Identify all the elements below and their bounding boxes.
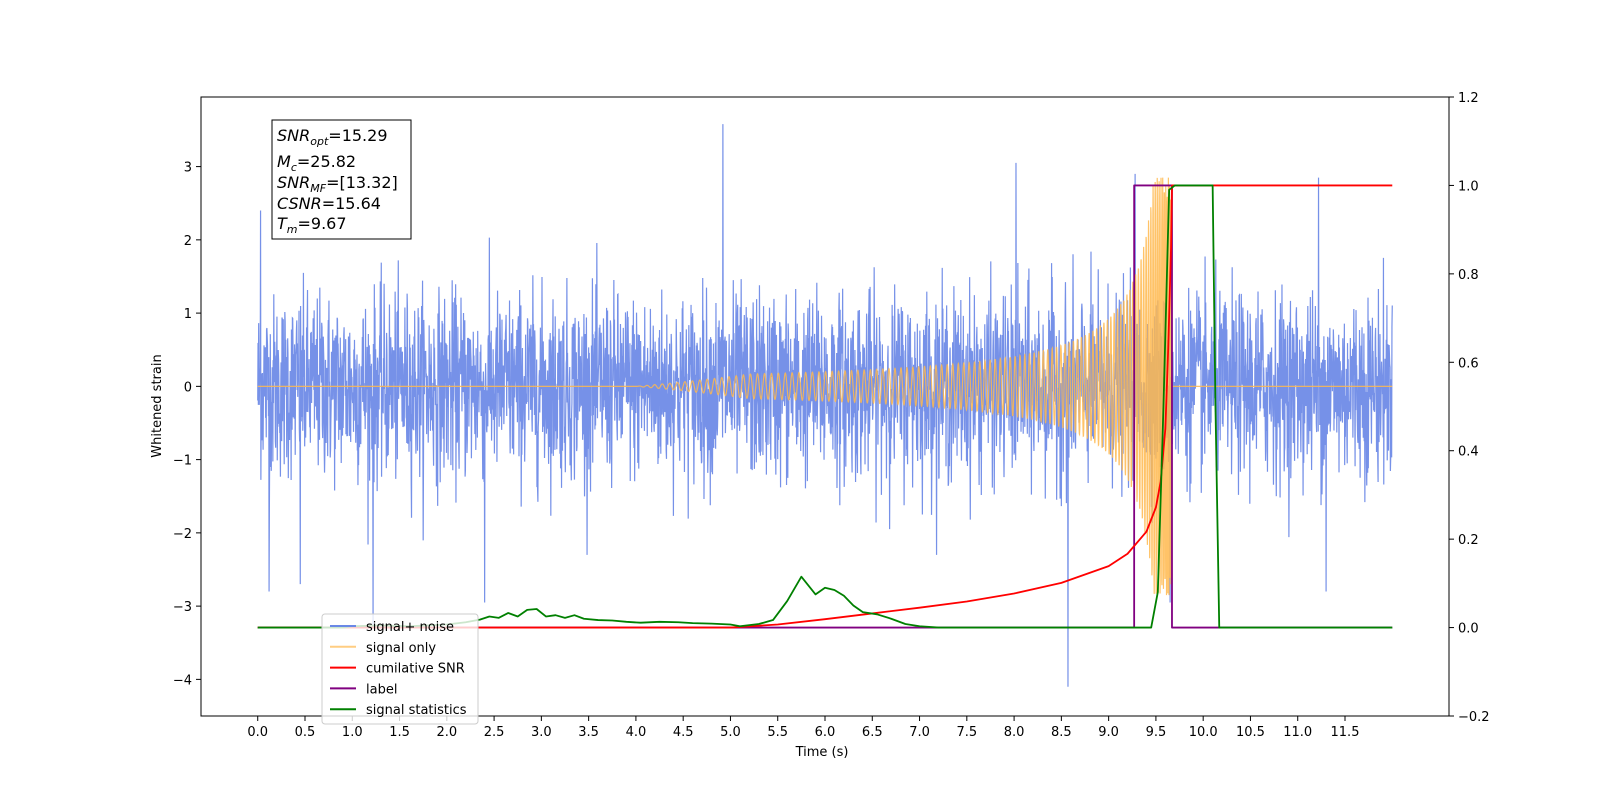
- x-tick-label: 4.0: [626, 725, 647, 740]
- legend-frame: [321, 613, 479, 725]
- legend-item: cumilative SNR: [330, 662, 465, 677]
- y2-tick-label: 0.2: [1458, 533, 1479, 548]
- y2-tick-label: 0.8: [1458, 268, 1479, 283]
- info-mc-sub: c: [291, 161, 297, 174]
- series-cumulative-snr: [257, 184, 1393, 629]
- info-tm-base: T: [277, 214, 288, 233]
- x-axis-label: Time (s): [795, 745, 849, 760]
- y-axis-label: Whitened strain: [150, 354, 165, 457]
- y-tick-label: −1: [173, 454, 192, 469]
- info-box-frame: [271, 119, 412, 240]
- x-tick-label: 3.5: [578, 725, 599, 740]
- x-tick-label: 9.5: [1146, 725, 1167, 740]
- y2-tick-label: 0.4: [1458, 445, 1479, 460]
- y-tick-label: 3: [184, 161, 192, 176]
- x-tick-label: 3.0: [531, 725, 552, 740]
- info-tm-value: =9.67: [298, 214, 347, 233]
- info-csnr-value: =15.64: [322, 194, 381, 213]
- x-tick-label: 0.0: [247, 725, 268, 740]
- x-tick-label: 10.5: [1236, 725, 1265, 740]
- x-tick-label: 1.0: [342, 725, 363, 740]
- legend-item: signal statistics: [330, 703, 467, 718]
- legend-item: signal only: [330, 641, 436, 656]
- legend-label: cumilative SNR: [366, 662, 465, 677]
- x-tick-label: 5.5: [767, 725, 788, 740]
- series-signal-statistics: [257, 184, 1393, 629]
- legend-item: signal+ noise: [330, 620, 454, 635]
- info-snr-opt-base: SNR: [277, 126, 310, 145]
- series-signal-only: [257, 177, 1393, 596]
- y-axis-left: −4 −3 −2 −1 0 1 2 3: [173, 161, 201, 688]
- y2-tick-label: 1.0: [1458, 179, 1479, 194]
- series-signal-noise: [257, 124, 1393, 687]
- y-tick-label: 1: [184, 307, 192, 322]
- x-tick-label: 7.5: [956, 725, 977, 740]
- legend-label: label: [366, 682, 397, 697]
- x-tick-label: 8.5: [1051, 725, 1072, 740]
- info-mc: Mc=25.82: [277, 152, 356, 174]
- y-tick-label: 2: [184, 234, 192, 249]
- info-box: SNRopt=15.29 Mc=25.82 SNRMF=[13.32] CSNR…: [271, 119, 412, 240]
- info-snr-mf: SNRMF=[13.32]: [277, 173, 398, 195]
- legend: signal+ noise signal only cumilative SNR la…: [321, 613, 479, 725]
- x-tick-label: 9.0: [1098, 725, 1119, 740]
- y-tick-label: 0: [184, 380, 192, 395]
- plot-area: [257, 124, 1393, 687]
- x-tick-label: 11.0: [1283, 725, 1312, 740]
- info-snr-opt: SNRopt=15.29: [277, 126, 388, 148]
- x-tick-label: 6.5: [862, 725, 883, 740]
- y-axis-right: −0.2 0.0 0.2 0.4 0.6 0.8 1.0 1.2: [1449, 91, 1490, 725]
- x-tick-label: 6.0: [815, 725, 836, 740]
- y2-tick-label: −0.2: [1458, 710, 1490, 725]
- x-tick-label: 4.5: [673, 725, 694, 740]
- info-snr-mf-value: =[13.32]: [326, 173, 398, 192]
- info-snr-mf-base: SNR: [277, 173, 310, 192]
- y2-tick-label: 1.2: [1458, 91, 1479, 106]
- info-tm: Tm=9.67: [277, 214, 347, 236]
- legend-label: signal only: [366, 641, 436, 656]
- y-tick-label: −4: [173, 673, 192, 688]
- info-snr-opt-value: =15.29: [328, 126, 387, 145]
- info-snr-mf-sub: MF: [310, 182, 326, 195]
- info-tm-sub: m: [287, 223, 298, 236]
- info-mc-value: =25.82: [297, 152, 356, 171]
- y-tick-label: −3: [173, 600, 192, 615]
- legend-label: signal statistics: [366, 703, 467, 718]
- y2-tick-label: 0.6: [1458, 356, 1479, 371]
- info-csnr-base: CSNR: [277, 194, 322, 213]
- y-tick-label: −2: [173, 527, 192, 542]
- x-tick-label: 7.0: [909, 725, 930, 740]
- info-csnr: CSNR=15.64: [277, 194, 381, 213]
- x-axis: 0.0 0.5 1.0 1.5 2.0 2.5 3.0 3.5 4.0 4.5 5.0 5.5 6.0 6…: [247, 716, 1359, 740]
- x-tick-label: 11.5: [1331, 725, 1360, 740]
- x-tick-label: 0.5: [295, 725, 316, 740]
- legend-item: label: [330, 682, 397, 697]
- info-mc-base: M: [277, 152, 291, 171]
- x-tick-label: 10.0: [1189, 725, 1218, 740]
- info-snr-opt-sub: opt: [310, 135, 329, 148]
- legend-label: signal+ noise: [366, 620, 454, 635]
- x-tick-label: 5.0: [720, 725, 741, 740]
- y2-tick-label: 0.0: [1458, 622, 1479, 637]
- x-tick-label: 8.0: [1004, 725, 1025, 740]
- x-tick-label: 2.0: [436, 725, 457, 740]
- x-tick-label: 1.5: [389, 725, 410, 740]
- x-tick-label: 2.5: [484, 725, 505, 740]
